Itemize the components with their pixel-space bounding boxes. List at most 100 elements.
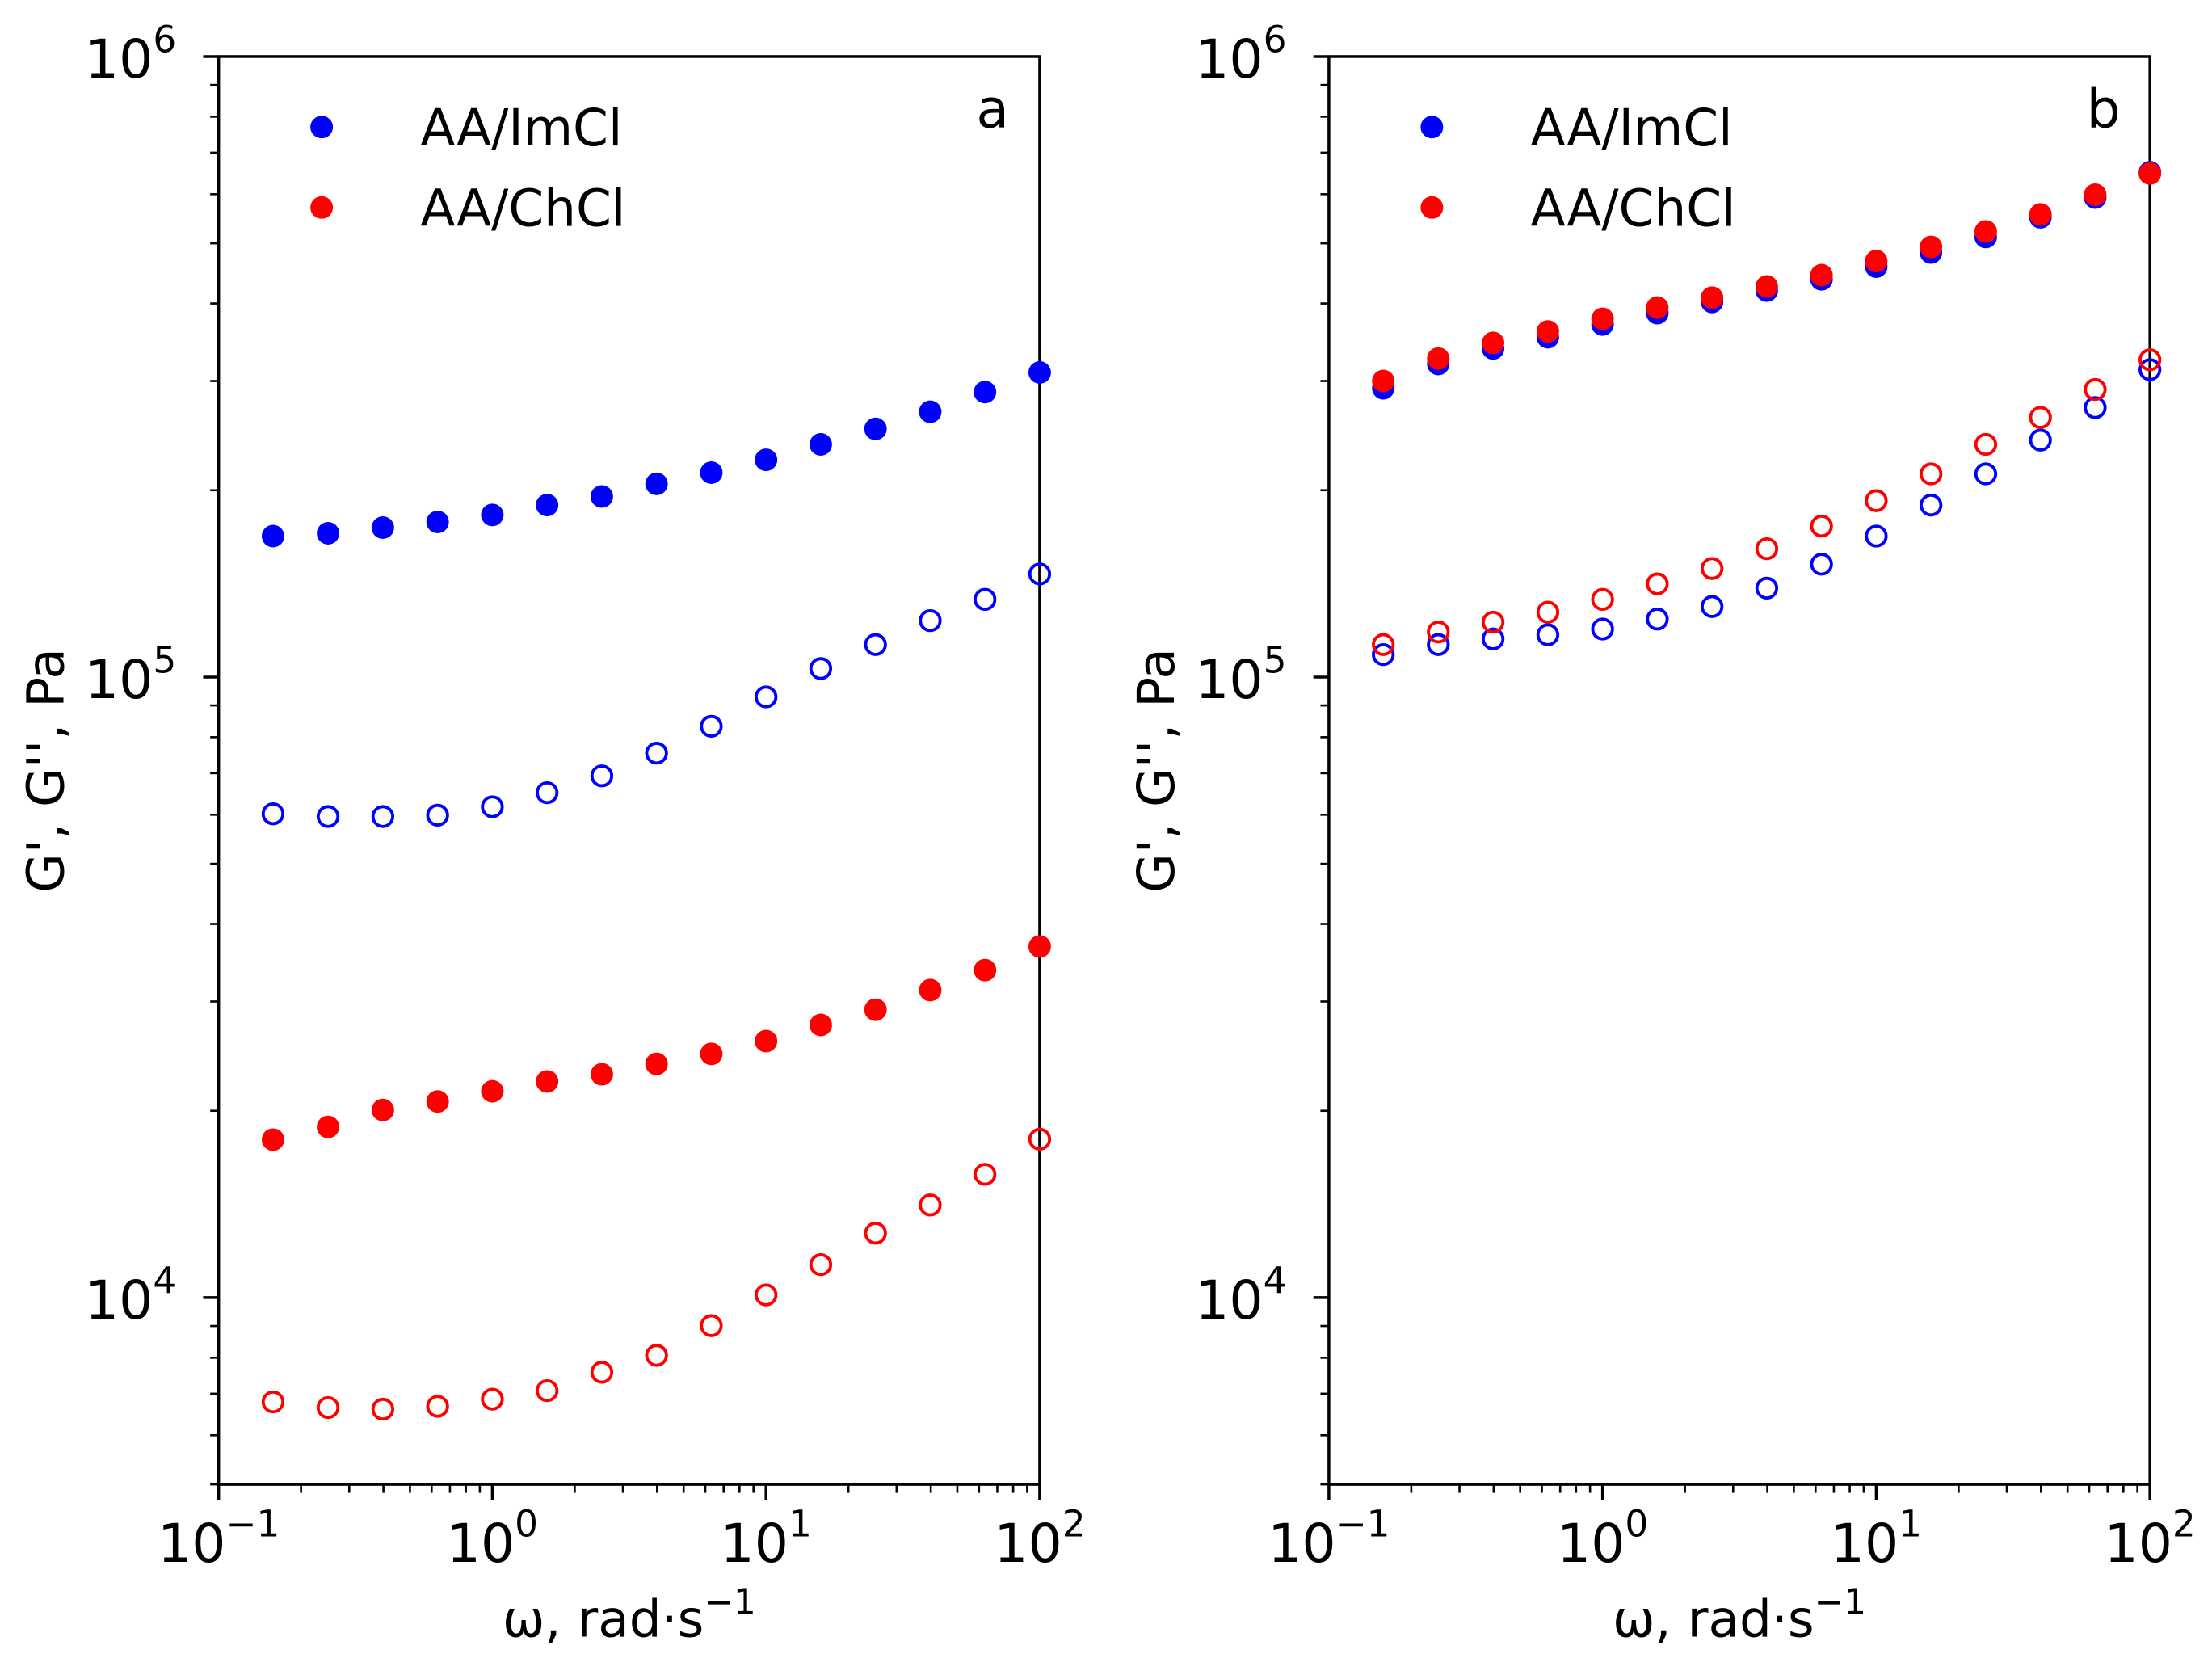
- data-point: [1920, 493, 1943, 517]
- data-point: [1865, 489, 1888, 512]
- x-tick-label: 101: [1831, 1503, 1922, 1575]
- x-tick-label: 101: [721, 1503, 812, 1575]
- data-point: [974, 587, 997, 611]
- data-point: [371, 1397, 395, 1421]
- panel-a: 10−1 100 101 102 104 105 106 ω, rad·s−1 G', G'',…: [17, 19, 1086, 1649]
- data-point: [2029, 428, 2052, 452]
- data-point: [755, 685, 778, 709]
- data-point: [1482, 331, 1505, 355]
- data-point: [1028, 361, 1051, 384]
- y-axis-label: G', G'', Pa: [1127, 648, 1186, 893]
- data-point: [1427, 347, 1450, 370]
- data-point: [864, 417, 887, 440]
- x-tick-label: 102: [2105, 1503, 2196, 1575]
- data-point: [1646, 296, 1669, 319]
- data-point: [1810, 263, 1833, 287]
- data-point: [590, 1361, 614, 1384]
- data-point: [261, 1128, 284, 1151]
- y-tick-label: 106: [85, 19, 176, 90]
- data-point: [645, 741, 668, 765]
- y-tick-label: 106: [1195, 19, 1286, 90]
- data-point: [645, 1344, 668, 1367]
- data-point: [1920, 235, 1943, 259]
- data-point: [590, 485, 613, 508]
- data-point: [426, 1395, 449, 1418]
- data-point: [1591, 587, 1614, 611]
- data-point: [1865, 250, 1888, 273]
- data-point: [1372, 633, 1395, 656]
- data-point: [536, 781, 559, 805]
- data-point: [1536, 320, 1559, 343]
- data-point: [1701, 557, 1724, 580]
- data-point: [1427, 633, 1450, 656]
- data-point: [1028, 562, 1052, 586]
- data-point: [426, 511, 449, 533]
- data-point: [1755, 576, 1779, 600]
- y-tick-label: 105: [85, 639, 176, 711]
- data-point: [755, 1029, 778, 1053]
- data-point: [2138, 348, 2162, 372]
- data-point: [481, 795, 504, 818]
- data-point: [1536, 600, 1560, 624]
- data-point: [261, 1390, 285, 1414]
- data-point: [1755, 275, 1778, 298]
- data-point: [700, 1314, 723, 1337]
- data-point: [536, 494, 559, 517]
- data-point: [1372, 369, 1395, 393]
- data-point: [1591, 307, 1614, 330]
- data-point: [645, 1052, 668, 1075]
- y-axis-label: G', G'', Pa: [17, 648, 76, 893]
- data-point: [1974, 432, 1998, 457]
- data-point: [919, 608, 942, 633]
- data-point: [1810, 553, 1833, 576]
- y-tick-label: 104: [85, 1260, 176, 1332]
- data-point: [481, 503, 504, 527]
- data-point: [371, 805, 395, 828]
- data-point: [1028, 1127, 1052, 1151]
- panel-label: b: [2087, 77, 2121, 140]
- data-point: [1974, 220, 1997, 243]
- data-point: [2084, 377, 2107, 402]
- data-point: [536, 1070, 559, 1093]
- legend-label: AA/ImCl: [1531, 99, 1733, 158]
- data-point: [1646, 572, 1669, 595]
- data-point: [536, 1378, 559, 1403]
- plot-frame: [1327, 55, 2151, 1486]
- x-tick-label: 100: [447, 1503, 538, 1575]
- data-point: [371, 1098, 394, 1121]
- x-tick-label: 102: [994, 1503, 1085, 1575]
- legend-marker: [1420, 116, 1444, 139]
- data-point: [481, 1387, 504, 1411]
- data-point: [316, 805, 340, 828]
- data-point: [919, 400, 942, 423]
- data-point: [809, 657, 833, 680]
- x-tick-label: 100: [1557, 1503, 1648, 1575]
- data-point: [317, 1115, 340, 1138]
- data-point: [919, 978, 942, 1002]
- data-point: [864, 1222, 887, 1245]
- data-point: [1481, 627, 1505, 650]
- data-point: [590, 764, 614, 788]
- data-point: [426, 1090, 449, 1113]
- x-tick-label: 10−1: [158, 1503, 280, 1575]
- data-point: [1755, 537, 1779, 561]
- data-point: [755, 448, 778, 472]
- x-tick-label: 10−1: [1268, 1503, 1390, 1575]
- data-point: [1591, 617, 1614, 641]
- data-point: [1536, 623, 1560, 646]
- data-point: [2138, 358, 2162, 381]
- data-point: [2084, 396, 2107, 419]
- data-point: [974, 381, 997, 404]
- data-point: [1481, 610, 1505, 634]
- data-point: [316, 1395, 340, 1420]
- data-point: [2029, 203, 2052, 226]
- data-point: [1028, 935, 1051, 958]
- data-point: [809, 1013, 832, 1037]
- data-point: [974, 958, 997, 982]
- data-point: [864, 998, 887, 1021]
- data-point: [1646, 608, 1669, 631]
- data-point: [261, 802, 285, 826]
- data-point: [700, 714, 723, 739]
- data-point: [371, 516, 394, 539]
